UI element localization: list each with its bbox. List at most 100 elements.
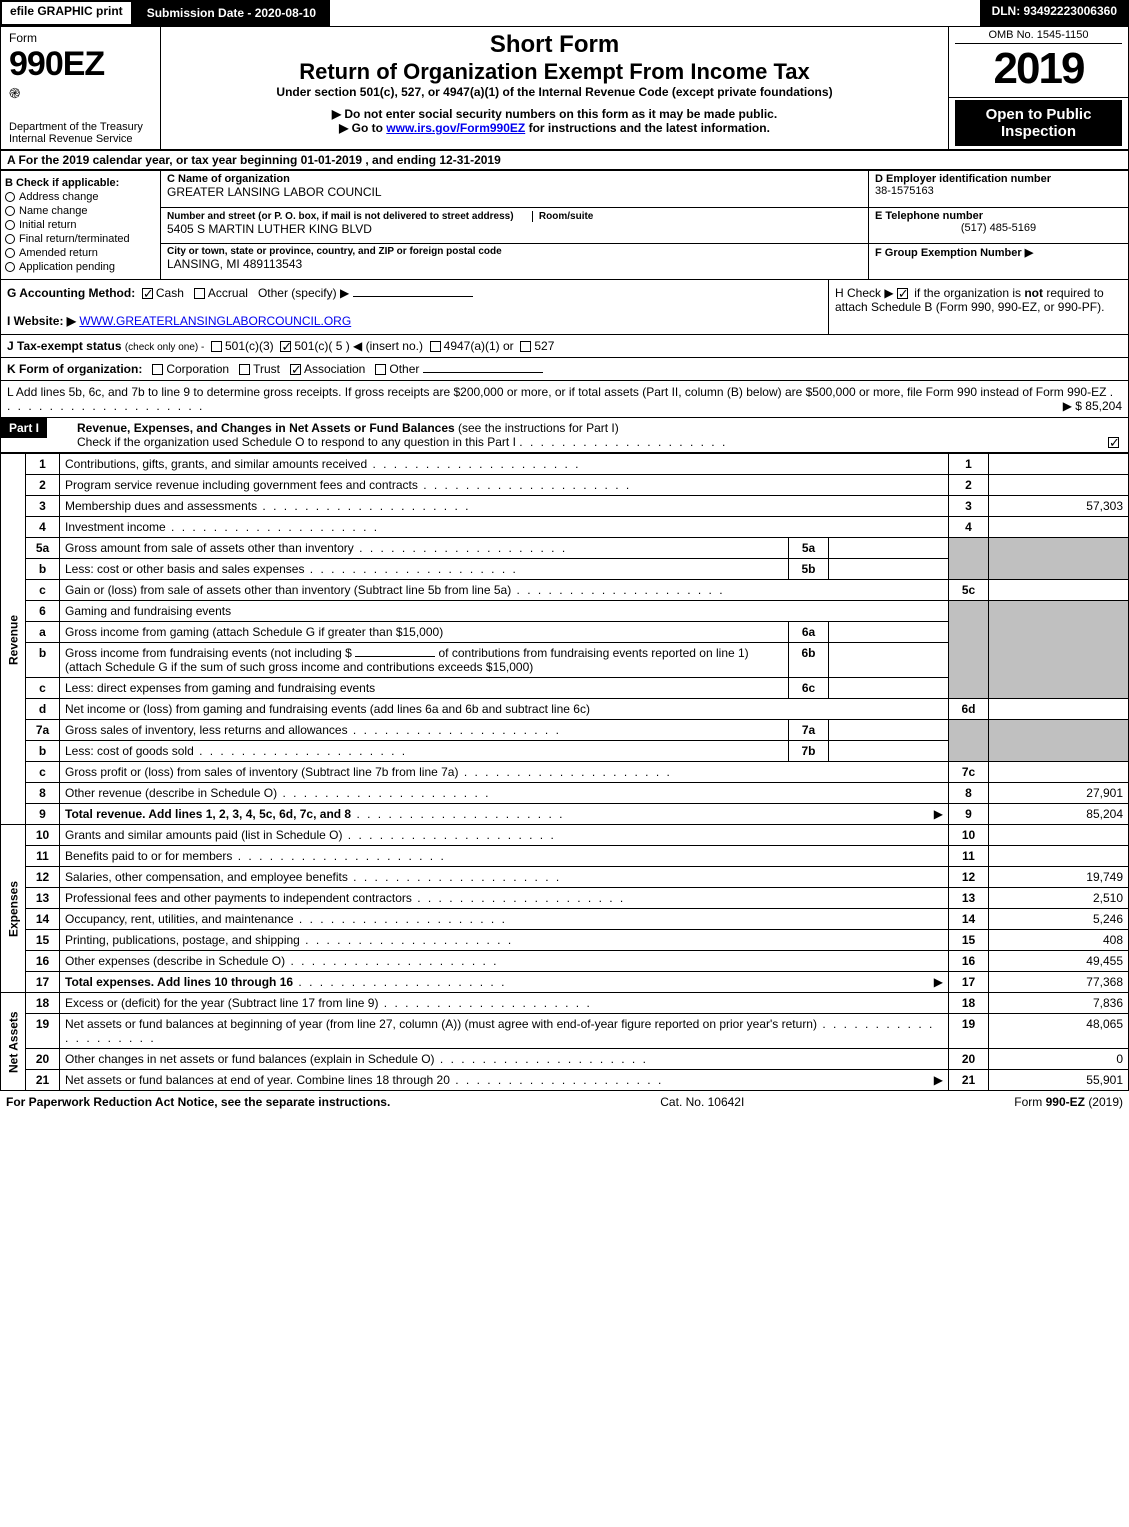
l13-rnum: 13 [949, 888, 989, 909]
l7b-sv [829, 741, 949, 762]
l4-val [989, 517, 1129, 538]
j-501c3-check[interactable] [211, 341, 222, 352]
k-corp-check[interactable] [152, 364, 163, 375]
opt-amended-return[interactable]: Amended return [5, 247, 156, 259]
return-title: Return of Organization Exempt From Incom… [169, 59, 940, 85]
j-527: 527 [534, 339, 554, 353]
l7c-rnum: 7c [949, 762, 989, 783]
l7c-val [989, 762, 1129, 783]
block-d: D Employer identification number 38-1575… [869, 171, 1129, 208]
efile-print-label[interactable]: efile GRAPHIC print [0, 0, 133, 26]
g-other-field[interactable] [353, 296, 473, 297]
l6b-d1: Gross income from fundraising events (no… [65, 646, 352, 660]
f-group-label: F Group Exemption Number ▶ [875, 246, 1122, 259]
irs-link[interactable]: www.irs.gov/Form990EZ [386, 121, 525, 135]
k-other-check[interactable] [375, 364, 386, 375]
l11-num: 11 [26, 846, 60, 867]
part1-schedule-o-check[interactable] [1108, 437, 1119, 448]
l16-rnum: 16 [949, 951, 989, 972]
j-501c3: 501(c)(3) [225, 339, 274, 353]
dots-icon [166, 520, 379, 534]
l4-num: 4 [26, 517, 60, 538]
l5a-sn: 5a [789, 538, 829, 559]
subtitle-ssn: ▶ Do not enter social security numbers o… [169, 107, 940, 121]
opt-application-pending[interactable]: Application pending [5, 261, 156, 273]
part1-checkline: Check if the organization used Schedule … [77, 435, 516, 449]
irs-label: Internal Revenue Service [9, 133, 152, 145]
g-accrual-check[interactable] [194, 288, 205, 299]
opt-name-change[interactable]: Name change [5, 205, 156, 217]
l6a-num: a [26, 622, 60, 643]
l9-num: 9 [26, 804, 60, 825]
opt-address-change[interactable]: Address change [5, 191, 156, 203]
form-number-cell: Form 990EZ ֎ Department of the Treasury … [1, 27, 161, 150]
l5c-num: c [26, 580, 60, 601]
l6b-sn: 6b [789, 643, 829, 678]
row-k: K Form of organization: Corporation Trus… [0, 358, 1129, 381]
l16-desc: Other expenses (describe in Schedule O) [65, 954, 285, 968]
opt-final-return[interactable]: Final return/terminated [5, 233, 156, 245]
l10-desc: Grants and similar amounts paid (list in… [65, 828, 342, 842]
j-4947: 4947(a)(1) or [444, 339, 514, 353]
k-corp: Corporation [166, 362, 229, 376]
grey-cell [989, 538, 1129, 580]
l15-rnum: 15 [949, 930, 989, 951]
footer-right-pre: Form [1014, 1095, 1045, 1109]
i-label: I Website: ▶ [7, 314, 76, 328]
l10-val [989, 825, 1129, 846]
l11-rnum: 11 [949, 846, 989, 867]
l18-val: 7,836 [989, 993, 1129, 1014]
row-a-tax-year: A For the 2019 calendar year, or tax yea… [0, 150, 1129, 170]
row-gh: G Accounting Method: Cash Accrual Other … [0, 280, 1129, 335]
topbar-spacer [330, 0, 979, 26]
opt-initial-return[interactable]: Initial return [5, 219, 156, 231]
l7b-num: b [26, 741, 60, 762]
l19-val: 48,065 [989, 1014, 1129, 1049]
l18-desc: Excess or (deficit) for the year (Subtra… [65, 996, 378, 1010]
l7a-sn: 7a [789, 720, 829, 741]
l7a-sv [829, 720, 949, 741]
l6b-blank[interactable] [355, 656, 435, 657]
footer-right-bold: 990-EZ [1046, 1095, 1085, 1109]
l13-desc: Professional fees and other payments to … [65, 891, 412, 905]
open-public-label: Open to Public Inspection [955, 100, 1122, 146]
website-link[interactable]: WWW.GREATERLANSINGLABORCOUNCIL.ORG [79, 314, 351, 328]
opt-application-pending-label: Application pending [19, 261, 115, 273]
g-cash: Cash [156, 286, 184, 300]
goto-post: for instructions and the latest informat… [529, 121, 770, 135]
dots-icon [194, 744, 407, 758]
k-assoc-check[interactable] [290, 364, 301, 375]
opt-name-change-label: Name change [19, 205, 88, 217]
dots-icon [294, 912, 507, 926]
l14-val: 5,246 [989, 909, 1129, 930]
l5b-sn: 5b [789, 559, 829, 580]
dots-icon [511, 583, 724, 597]
l5a-sv [829, 538, 949, 559]
dots-icon [304, 562, 517, 576]
l9-val: 85,204 [989, 804, 1129, 825]
l20-num: 20 [26, 1049, 60, 1070]
l4-desc: Investment income [65, 520, 166, 534]
j-4947-check[interactable] [430, 341, 441, 352]
l-amount: ▶ $ 85,204 [1063, 399, 1122, 413]
k-other-field[interactable] [423, 372, 543, 373]
j-527-check[interactable] [520, 341, 531, 352]
g-cash-check[interactable] [142, 288, 153, 299]
grey-cell [949, 601, 989, 699]
l6c-sv [829, 678, 949, 699]
l6c-num: c [26, 678, 60, 699]
j-sub: (check only one) - [125, 342, 204, 353]
h-check[interactable] [897, 288, 908, 299]
dots-icon [378, 996, 591, 1010]
department-label: Department of the Treasury [9, 121, 152, 133]
l15-val: 408 [989, 930, 1129, 951]
l17-num: 17 [26, 972, 60, 993]
footer-right-post: (2019) [1088, 1095, 1123, 1109]
title-cell: Short Form Return of Organization Exempt… [161, 27, 949, 150]
k-trust-check[interactable] [239, 364, 250, 375]
l17-arrow: ▶ [934, 975, 943, 989]
l7c-num: c [26, 762, 60, 783]
form-number: 990EZ [9, 45, 152, 84]
j-501c-check[interactable] [280, 341, 291, 352]
j-501c: 501(c)( 5 ) ◀ (insert no.) [294, 339, 423, 353]
